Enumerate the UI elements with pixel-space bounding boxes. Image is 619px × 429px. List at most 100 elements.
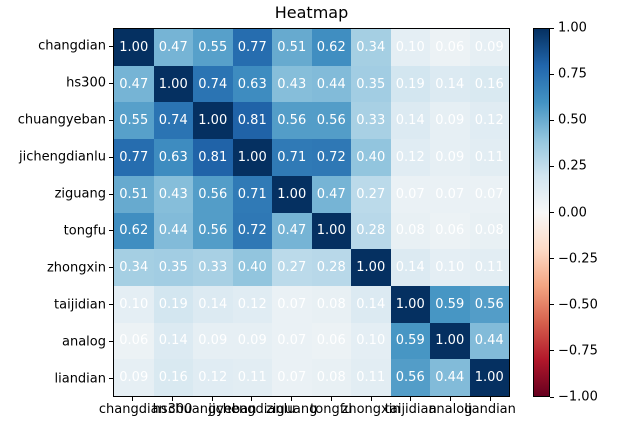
x-tick-label-ziguang: ziguang <box>265 402 318 417</box>
heatmap-cell-zhongxin-tongfu: 0.28 <box>311 249 351 286</box>
heatmap-cell-taijidian-tongfu: 0.08 <box>311 285 351 323</box>
heatmap-cell-chuangyeban-ziguang: 0.56 <box>272 102 312 140</box>
cell-value: 1.00 <box>474 370 504 386</box>
cell-value: 0.34 <box>356 39 386 55</box>
heatmap-cell-analog-ziguang: 0.07 <box>272 322 312 360</box>
cell-value: 0.55 <box>119 113 149 129</box>
cell-value: 0.11 <box>356 370 386 386</box>
heatmap-cell-jichengdianlu-liandian: 0.11 <box>469 139 509 176</box>
cell-value: 0.47 <box>119 76 149 92</box>
cell-value: 0.77 <box>237 39 267 55</box>
heatmap-cell-taijidian-analog: 0.59 <box>430 285 470 323</box>
heatmap-cell-taijidian-ziguang: 0.07 <box>272 285 312 323</box>
cell-value: 0.56 <box>198 223 228 239</box>
colorbar-tick-mark <box>550 165 554 167</box>
x-tick-mark <box>330 397 332 401</box>
heatmap-cell-changdian-chuangyeban: 0.55 <box>193 29 233 66</box>
colorbar-tick-label: 0.50 <box>558 112 587 128</box>
heatmap-cell-jichengdianlu-ziguang: 0.71 <box>272 139 312 176</box>
y-tick-label-ziguang: ziguang <box>54 186 106 202</box>
cell-value: 0.08 <box>395 223 425 239</box>
y-tick-mark <box>109 45 113 47</box>
cell-value: 0.10 <box>119 296 149 312</box>
heatmap-cell-ziguang-liandian: 0.07 <box>469 175 509 213</box>
heatmap-cell-chuangyeban-hs300: 0.74 <box>153 102 193 140</box>
heatmap-cell-chuangyeban-taijidian: 0.14 <box>390 102 430 140</box>
heatmap-cell-hs300-jichengdianlu: 0.63 <box>232 65 272 103</box>
heatmap-cell-taijidian-changdian: 0.10 <box>114 285 154 323</box>
x-tick-mark <box>449 397 451 401</box>
x-tick-label-liandian: liandian <box>464 402 516 417</box>
cell-value: 0.51 <box>277 39 307 55</box>
heatmap-cell-analog-analog: 1.00 <box>430 322 470 360</box>
heatmap-cell-zhongxin-taijidian: 0.14 <box>390 249 430 286</box>
heatmap-cell-analog-liandian: 0.44 <box>469 322 509 360</box>
heatmap-cell-hs300-liandian: 0.16 <box>469 65 509 103</box>
cell-value: 0.40 <box>356 149 386 165</box>
heatmap-cell-hs300-ziguang: 0.43 <box>272 65 312 103</box>
heatmap-cell-chuangyeban-zhongxin: 0.33 <box>351 102 391 140</box>
cell-value: 0.33 <box>356 113 386 129</box>
x-tick-label-tongfu: tongfu <box>310 402 353 417</box>
heatmap-cell-taijidian-liandian: 0.56 <box>469 285 509 323</box>
y-tick-label-taijidian: taijidian <box>54 297 106 313</box>
colorbar-tick-mark <box>550 258 554 260</box>
cell-value: 0.63 <box>237 76 267 92</box>
heatmap-cell-taijidian-zhongxin: 0.14 <box>351 285 391 323</box>
heatmap-cell-ziguang-changdian: 0.51 <box>114 175 154 213</box>
cell-value: 0.44 <box>474 333 504 349</box>
cell-value: 0.14 <box>158 333 188 349</box>
heatmap-cell-analog-taijidian: 0.59 <box>390 322 430 360</box>
cell-value: 0.12 <box>395 149 425 165</box>
colorbar-tick-label: 0.75 <box>558 66 587 82</box>
heatmap-cell-jichengdianlu-jichengdianlu: 1.00 <box>232 139 272 176</box>
cell-value: 1.00 <box>435 333 465 349</box>
cell-value: 0.09 <box>435 149 465 165</box>
x-tick-mark <box>370 397 372 401</box>
cell-value: 0.11 <box>237 370 267 386</box>
x-tick-label-changdian: changdian <box>98 402 167 417</box>
cell-value: 1.00 <box>395 296 425 312</box>
colorbar-tick-mark <box>550 304 554 306</box>
colorbar-tick-label: 1.00 <box>558 20 587 36</box>
cell-value: 0.08 <box>316 370 346 386</box>
cell-value: 0.11 <box>474 149 504 165</box>
heatmap-cell-changdian-zhongxin: 0.34 <box>351 29 391 66</box>
y-tick-mark <box>109 378 113 380</box>
cell-value: 0.16 <box>158 370 188 386</box>
cell-value: 0.14 <box>395 113 425 129</box>
colorbar-tick-mark <box>550 119 554 121</box>
cell-value: 0.06 <box>316 333 346 349</box>
heatmap-cell-analog-zhongxin: 0.10 <box>351 322 391 360</box>
y-tick-label-tongfu: tongfu <box>63 223 106 239</box>
heatmap-cell-hs300-tongfu: 0.44 <box>311 65 351 103</box>
colorbar-tick-mark <box>550 396 554 398</box>
heatmap-cell-ziguang-ziguang: 1.00 <box>272 175 312 213</box>
heatmap-cell-chuangyeban-jichengdianlu: 0.81 <box>232 102 272 140</box>
heatmap-cell-tongfu-analog: 0.06 <box>430 212 470 250</box>
cell-value: 0.14 <box>395 260 425 276</box>
y-tick-label-jichengdianlu: jichengdianlu <box>18 149 106 165</box>
y-tick-mark <box>109 82 113 84</box>
heatmap-cell-jichengdianlu-analog: 0.09 <box>430 139 470 176</box>
cell-value: 1.00 <box>158 76 188 92</box>
heatmap-cell-ziguang-analog: 0.07 <box>430 175 470 213</box>
heatmap-cell-hs300-chuangyeban: 0.74 <box>193 65 233 103</box>
cell-value: 0.56 <box>316 113 346 129</box>
heatmap-cell-taijidian-jichengdianlu: 0.12 <box>232 285 272 323</box>
cell-value: 0.72 <box>237 223 267 239</box>
heatmap-cell-ziguang-hs300: 0.43 <box>153 175 193 213</box>
heatmap-cell-taijidian-chuangyeban: 0.14 <box>193 285 233 323</box>
heatmap-cell-changdian-analog: 0.06 <box>430 29 470 66</box>
cell-value: 0.74 <box>198 76 228 92</box>
y-tick-label-hs300: hs300 <box>66 75 106 91</box>
cell-value: 0.71 <box>237 186 267 202</box>
cell-value: 0.56 <box>277 113 307 129</box>
heatmap-cell-chuangyeban-analog: 0.09 <box>430 102 470 140</box>
x-tick-mark <box>172 397 174 401</box>
x-tick-label-chuangyeban: chuangyeban <box>168 402 257 417</box>
x-tick-mark <box>132 397 134 401</box>
heatmap-cell-taijidian-taijidian: 1.00 <box>390 285 430 323</box>
heatmap-cell-zhongxin-changdian: 0.34 <box>114 249 154 286</box>
cell-value: 0.56 <box>474 296 504 312</box>
